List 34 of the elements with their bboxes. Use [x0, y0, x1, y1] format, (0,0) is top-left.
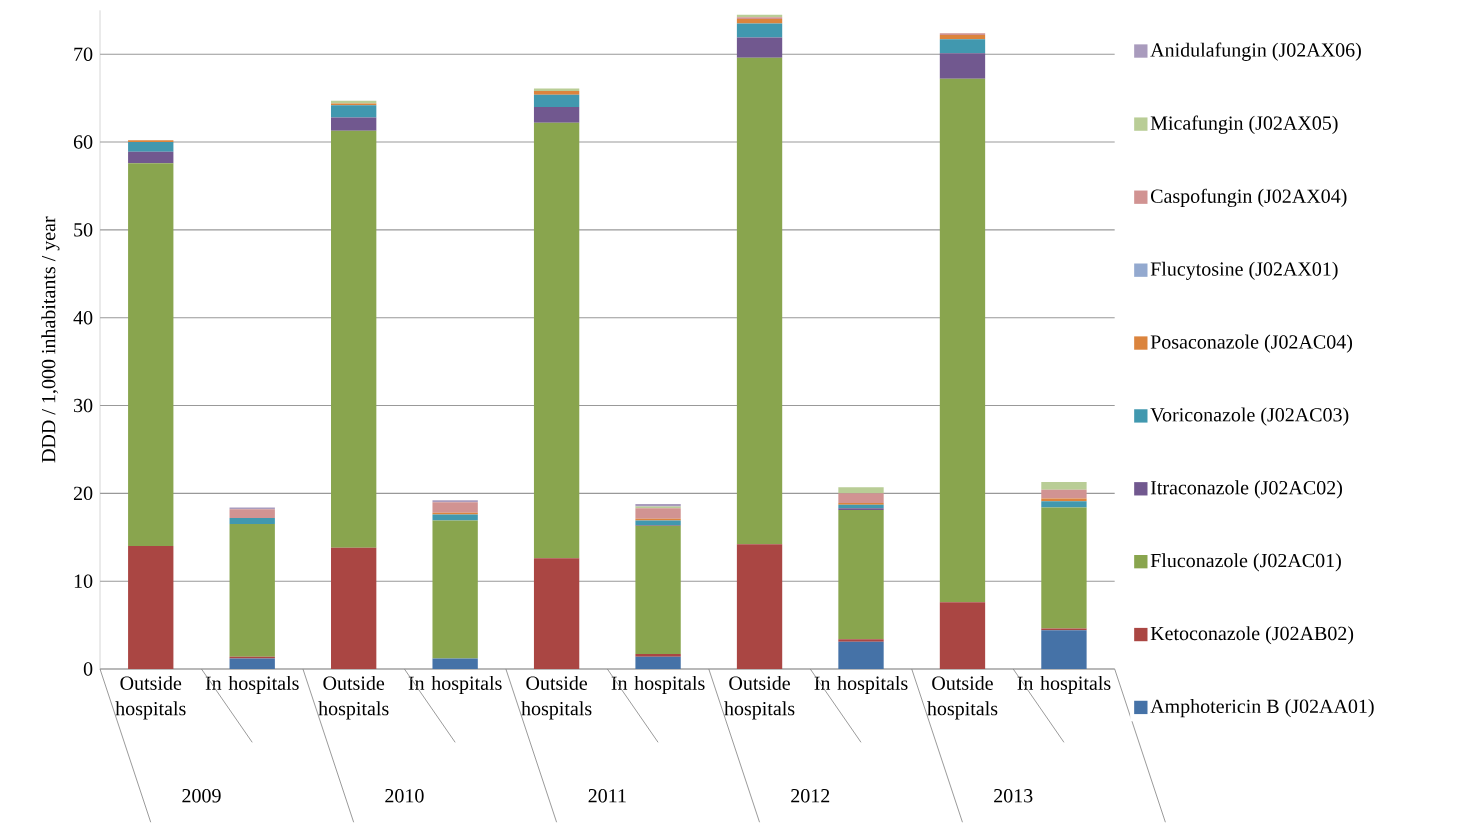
y-axis-title: DDD / 1,000 inhabitants / year [41, 216, 60, 463]
x-tick-label: In hospitals [814, 676, 908, 695]
legend-label: Micafungin (J02AX05) [1150, 115, 1338, 135]
legend-label: Voriconazole (J02AC03) [1150, 407, 1349, 426]
legend-label: Amphotericin B (J02AA01) [1150, 699, 1374, 718]
y-tick-label: 0 [83, 662, 93, 676]
y-tick-label: 50 [74, 223, 93, 237]
x-tick-label: Outside hospitals [927, 676, 998, 720]
text: 2011 [588, 789, 626, 803]
legend-label: Anidulafungin (J02AX06) [1150, 42, 1361, 62]
text: 2010 [385, 789, 424, 803]
text: 2009 [182, 789, 221, 803]
x-tick-label: In hospitals [1017, 676, 1111, 695]
text: 2013 [994, 789, 1033, 803]
x-tick-label: Outside hospitals [115, 676, 186, 720]
y-tick-label: 60 [73, 135, 93, 149]
x-tick-label: Outside hospitals [318, 676, 389, 720]
x-tick-label: In hospitals [408, 676, 502, 695]
y-tick-label: 10 [74, 574, 93, 589]
legend-label: Ketoconazole (J02AB02) [1150, 626, 1354, 645]
legend-label: Flucytosine (J02AX01) [1150, 261, 1338, 281]
y-tick-label: 20 [73, 486, 93, 501]
legend-label: Fluconazole (J02AC01) [1150, 553, 1341, 572]
x-tick-label: In hospitals [611, 676, 705, 695]
y-tick-label: 40 [73, 311, 93, 325]
y-tick-label: 30 [74, 398, 93, 413]
legend-label: Itraconazole (J02AC02) [1150, 480, 1342, 499]
x-tick-label: Outside hospitals [521, 676, 592, 720]
text: 2012 [791, 789, 830, 803]
x-tick-label: Outside hospitals [724, 676, 795, 720]
legend-label: Posaconazole (J02AC04) [1150, 334, 1353, 353]
y-tick-label: 70 [74, 47, 93, 62]
x-tick-label: In hospitals [205, 676, 299, 695]
legend-label: Caspofungin (J02AX04) [1150, 188, 1347, 208]
